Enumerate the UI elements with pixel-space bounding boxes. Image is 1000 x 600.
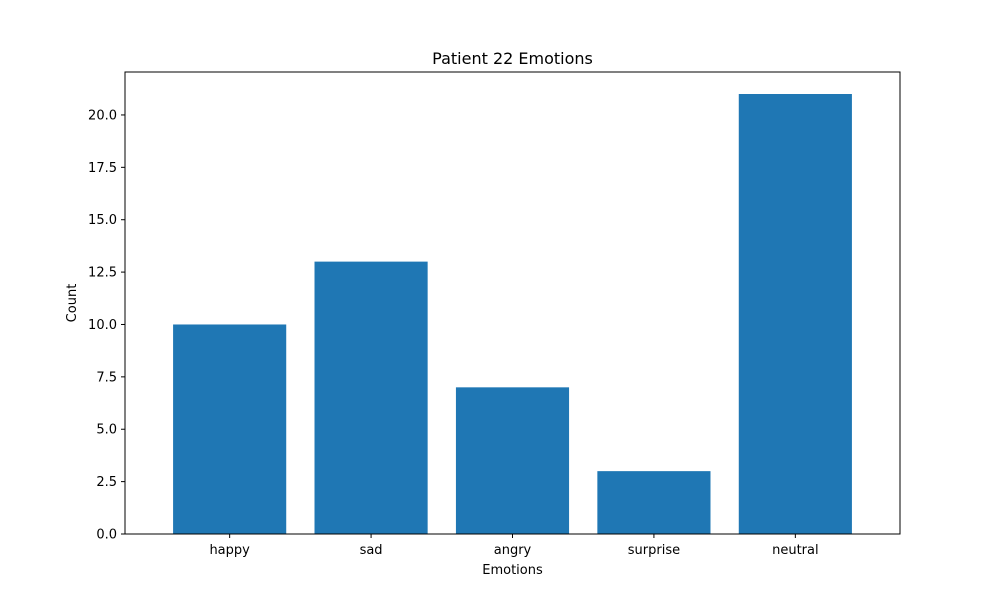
plot-frame — [124, 71, 901, 535]
x-axis-ticks: happy sad angry surprise neutral — [209, 534, 819, 558]
bar-neutral — [738, 94, 852, 534]
y-axis-ticks: 0.0 2.5 5.0 7.5 10.0 12.5 15.0 17.5 20.0 — [88, 108, 125, 543]
y-tick-label-3: 7.5 — [96, 370, 117, 385]
y-tick-label-5: 12.5 — [88, 266, 117, 281]
y-tick-label-8: 20.0 — [88, 108, 117, 123]
bar-sad — [314, 261, 428, 534]
y-tick-label-6: 15.0 — [88, 213, 117, 228]
y-tick-label-7: 17.5 — [88, 161, 117, 176]
bar-happy — [173, 324, 287, 534]
bars-layer — [173, 94, 852, 534]
chart-title: Patient 22 Emotions — [432, 49, 593, 68]
y-tick-label-0: 0.0 — [96, 528, 117, 543]
y-axis-label: Count — [65, 284, 80, 323]
x-tick-label-happy: happy — [209, 543, 250, 558]
x-axis-label: Emotions — [482, 563, 543, 578]
x-tick-label-sad: sad — [360, 543, 383, 558]
x-tick-label-angry: angry — [494, 543, 532, 558]
x-tick-label-neutral: neutral — [772, 543, 819, 558]
bar-surprise — [597, 471, 711, 534]
y-tick-label-4: 10.0 — [88, 318, 117, 333]
bar-angry — [455, 387, 570, 534]
y-tick-label-1: 2.5 — [96, 475, 117, 490]
y-tick-label-2: 5.0 — [96, 423, 117, 438]
x-tick-label-surprise: surprise — [628, 543, 680, 558]
